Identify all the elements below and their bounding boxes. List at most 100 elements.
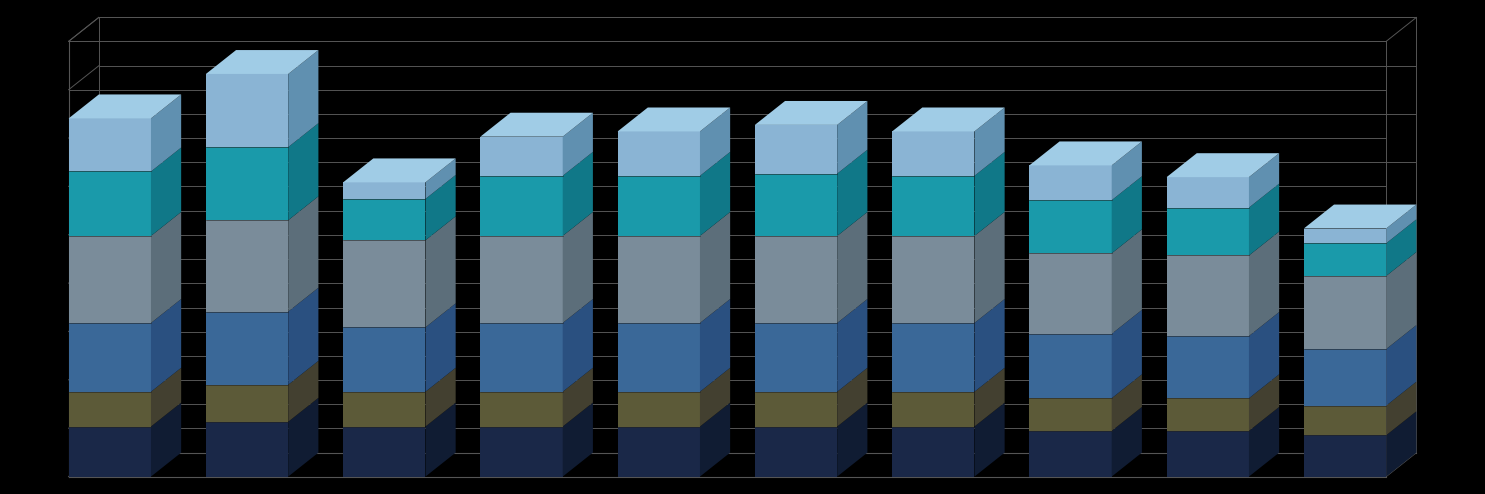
Polygon shape [618, 131, 699, 176]
Polygon shape [563, 299, 593, 392]
Polygon shape [563, 113, 593, 176]
Polygon shape [1029, 334, 1112, 398]
Polygon shape [618, 323, 699, 392]
Polygon shape [1167, 255, 1249, 336]
Polygon shape [754, 125, 838, 174]
Polygon shape [206, 385, 288, 422]
Polygon shape [480, 426, 563, 477]
Polygon shape [288, 123, 318, 220]
Polygon shape [1249, 407, 1279, 477]
Polygon shape [1304, 406, 1386, 435]
Polygon shape [1112, 374, 1142, 431]
Polygon shape [838, 212, 867, 323]
Polygon shape [1386, 219, 1417, 276]
Polygon shape [1112, 407, 1142, 477]
Polygon shape [892, 108, 1005, 131]
Polygon shape [68, 171, 151, 236]
Polygon shape [618, 108, 731, 131]
Polygon shape [68, 236, 151, 323]
Polygon shape [1167, 336, 1249, 398]
Polygon shape [1167, 153, 1279, 177]
Polygon shape [1112, 176, 1142, 253]
Polygon shape [480, 176, 563, 236]
Polygon shape [1386, 325, 1417, 406]
Polygon shape [68, 119, 151, 171]
Polygon shape [1304, 349, 1386, 406]
Polygon shape [838, 368, 867, 426]
Polygon shape [974, 368, 1005, 426]
Polygon shape [1304, 276, 1386, 349]
Polygon shape [892, 131, 974, 176]
Polygon shape [206, 220, 288, 312]
Polygon shape [206, 312, 288, 385]
Polygon shape [288, 361, 318, 422]
Polygon shape [343, 392, 426, 426]
Polygon shape [699, 108, 731, 176]
Polygon shape [618, 426, 699, 477]
Polygon shape [892, 176, 974, 236]
Polygon shape [288, 196, 318, 312]
Polygon shape [699, 299, 731, 392]
Polygon shape [1249, 184, 1279, 255]
Polygon shape [838, 403, 867, 477]
Polygon shape [426, 368, 456, 426]
Polygon shape [618, 176, 699, 236]
Polygon shape [699, 403, 731, 477]
Polygon shape [754, 101, 867, 125]
Polygon shape [68, 94, 181, 119]
Polygon shape [151, 148, 181, 236]
Polygon shape [1249, 312, 1279, 398]
Polygon shape [1304, 229, 1386, 244]
Polygon shape [426, 216, 456, 328]
Polygon shape [151, 403, 181, 477]
Polygon shape [1029, 431, 1112, 477]
Polygon shape [480, 236, 563, 323]
Polygon shape [1304, 435, 1386, 477]
Polygon shape [892, 323, 974, 392]
Polygon shape [426, 159, 456, 199]
Polygon shape [1304, 244, 1386, 276]
Polygon shape [68, 392, 151, 426]
Polygon shape [343, 240, 426, 328]
Polygon shape [343, 182, 426, 199]
Polygon shape [974, 152, 1005, 236]
Polygon shape [1386, 205, 1417, 244]
Polygon shape [480, 392, 563, 426]
Polygon shape [426, 303, 456, 392]
Polygon shape [426, 175, 456, 240]
Polygon shape [288, 50, 318, 147]
Polygon shape [838, 150, 867, 236]
Polygon shape [1386, 382, 1417, 435]
Polygon shape [288, 398, 318, 477]
Polygon shape [343, 426, 426, 477]
Polygon shape [699, 212, 731, 323]
Polygon shape [838, 101, 867, 174]
Polygon shape [151, 212, 181, 323]
Polygon shape [563, 212, 593, 323]
Polygon shape [1112, 229, 1142, 334]
Polygon shape [892, 236, 974, 323]
Polygon shape [618, 392, 699, 426]
Polygon shape [699, 152, 731, 236]
Polygon shape [1029, 398, 1112, 431]
Polygon shape [1112, 310, 1142, 398]
Polygon shape [699, 368, 731, 426]
Polygon shape [1249, 374, 1279, 431]
Polygon shape [68, 426, 151, 477]
Polygon shape [1029, 200, 1112, 253]
Polygon shape [343, 328, 426, 392]
Polygon shape [206, 50, 318, 74]
Polygon shape [151, 368, 181, 426]
Polygon shape [343, 159, 456, 182]
Polygon shape [754, 174, 838, 236]
Polygon shape [1386, 412, 1417, 477]
Polygon shape [1029, 141, 1142, 165]
Polygon shape [1249, 232, 1279, 336]
Polygon shape [1112, 141, 1142, 200]
Polygon shape [151, 299, 181, 392]
Polygon shape [754, 392, 838, 426]
Polygon shape [1386, 252, 1417, 349]
Polygon shape [1029, 165, 1112, 200]
Polygon shape [480, 137, 563, 176]
Polygon shape [1167, 207, 1249, 255]
